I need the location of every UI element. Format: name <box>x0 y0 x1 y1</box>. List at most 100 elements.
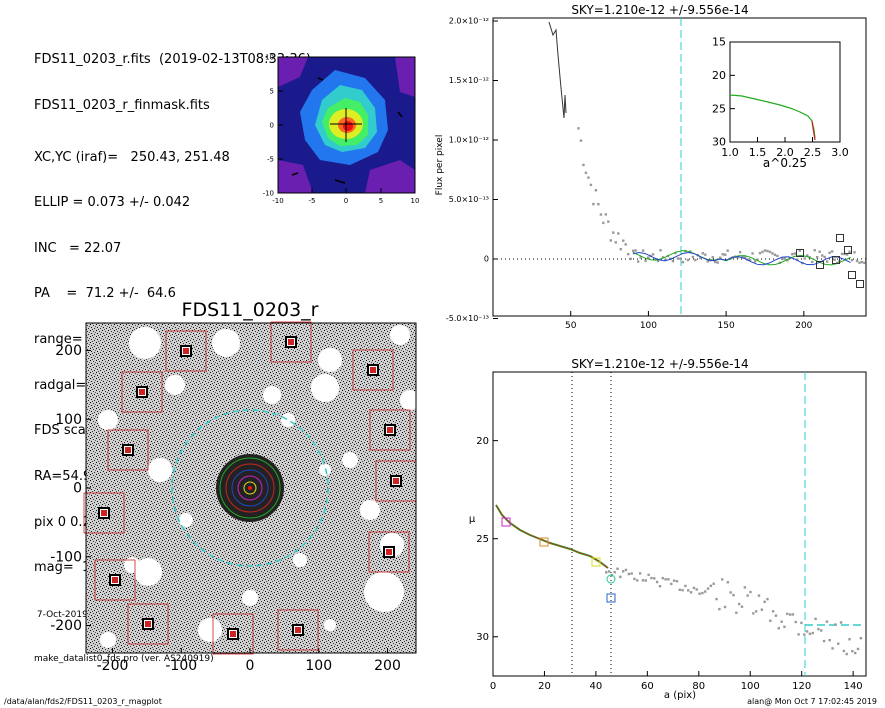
sb-point <box>701 591 704 595</box>
flux-point <box>818 250 821 253</box>
sb-point <box>698 592 701 595</box>
sb-point <box>791 613 795 616</box>
sb-x-tick-label: 140 <box>844 681 863 692</box>
star-box <box>212 613 254 655</box>
image-x-tick-label: 100 <box>305 658 332 674</box>
sb-point <box>658 585 662 588</box>
thumbnail-ticks: -10 -5 0 5 10 -10 -5 0 5 10 <box>263 53 420 205</box>
flux-point <box>783 257 787 260</box>
mask-blob <box>360 500 380 520</box>
mask-blob <box>390 325 410 345</box>
flux-point <box>786 259 789 262</box>
sb-x-tick-label: 20 <box>538 681 551 692</box>
star-core <box>112 577 118 583</box>
flux-x-tick-label: 50 <box>565 321 577 331</box>
sb-point <box>817 627 820 631</box>
flux-point <box>776 254 779 258</box>
sb-point <box>749 590 752 594</box>
sb-point <box>655 580 659 584</box>
masked-blobs <box>98 325 420 648</box>
sb-y-tick-label: 30 <box>476 632 489 643</box>
flux-point <box>793 252 797 255</box>
sb-point <box>630 572 633 575</box>
sb-point <box>619 575 622 579</box>
flux-point <box>820 254 824 257</box>
star-core <box>386 549 392 555</box>
flux-point <box>803 257 806 260</box>
flux-point <box>828 251 831 254</box>
inset-profile-red <box>811 120 816 141</box>
star-core <box>230 631 236 637</box>
flux-point <box>651 253 655 256</box>
sb-point <box>678 588 681 592</box>
flux-point <box>758 251 762 255</box>
star-box <box>368 531 410 573</box>
flux-x-tick-label: 150 <box>718 321 735 331</box>
flux-point <box>584 171 588 174</box>
sb-point <box>811 631 814 635</box>
sb-point <box>664 578 667 581</box>
flux-point <box>748 258 752 262</box>
flux-point <box>858 261 861 264</box>
sb-marker <box>606 593 616 603</box>
outer-square <box>844 246 852 254</box>
inset-frame <box>729 41 841 143</box>
flux-chart-frame <box>492 17 867 317</box>
star-core <box>183 348 189 354</box>
sb-x-tick-label: 60 <box>641 681 654 692</box>
sb-point <box>644 579 648 582</box>
sb-marker <box>539 537 549 547</box>
flux-point <box>607 220 610 223</box>
flux-point <box>622 239 625 242</box>
flux-point <box>823 255 826 259</box>
flux-point <box>796 258 799 261</box>
sb-point <box>853 651 857 655</box>
isophote-ring <box>243 481 257 495</box>
flux-chart-title: SKY=1.210e-12 +/-9.556e-14 <box>571 3 748 17</box>
sb-x-tick-label: 100 <box>741 681 760 692</box>
file-line: FDS11_0203_r.fits (2019-02-13T08:33:36) <box>34 52 311 68</box>
sb-point <box>757 594 761 597</box>
outer-square <box>816 261 824 269</box>
sb-ticks: 0 20 40 60 80 100 120 140 20 25 30 <box>476 436 862 692</box>
inset-chart: 1.0 1.5 2.0 2.5 3.0 15 20 25 30 a^0.25 <box>712 36 849 170</box>
param-line: ELLIP = 0.073 +/- 0.042 <box>34 195 191 211</box>
sb-point <box>704 590 707 593</box>
sb-point <box>607 570 611 573</box>
sb-point <box>687 589 690 592</box>
mask-blob <box>134 558 162 586</box>
sb-point <box>636 579 639 582</box>
sb-marker <box>591 557 601 567</box>
flux-point <box>644 259 647 262</box>
flux-point <box>624 243 627 246</box>
sb-point <box>771 610 775 613</box>
sb-point <box>721 578 724 581</box>
mask-blob <box>242 590 258 606</box>
flux-point <box>679 257 682 260</box>
thumb-y-tick-label: 10 <box>265 53 274 61</box>
flux-point <box>589 183 593 187</box>
flux-y-tick-label: 2.0×10⁻¹² <box>449 17 489 26</box>
sb-point <box>856 647 860 651</box>
sb-point <box>754 610 758 613</box>
star-box <box>165 330 207 372</box>
thumb-y-tick-label: -5 <box>267 155 274 163</box>
sb-point <box>684 584 687 588</box>
flux-y-tick-label: 1.5×10⁻¹² <box>449 76 489 85</box>
sb-point <box>743 586 747 589</box>
flux-point <box>850 258 854 262</box>
flux-point <box>659 249 662 252</box>
star-core <box>288 339 294 345</box>
thumb-x-tick-label: -10 <box>272 197 283 205</box>
sb-ylabel: μ <box>469 514 476 525</box>
image-y-tick-label: 200 <box>55 343 82 359</box>
mask-line: FDS11_0203_r_finmask.fits <box>34 98 210 114</box>
isophote-ring <box>225 463 275 513</box>
param-line: XC,YC (iraf)= 250.43, 251.48 <box>34 149 230 165</box>
sb-profile-green <box>495 504 609 569</box>
sb-point <box>672 579 676 582</box>
flux-point <box>594 189 598 192</box>
sb-point <box>712 582 715 585</box>
star-core <box>387 427 393 433</box>
